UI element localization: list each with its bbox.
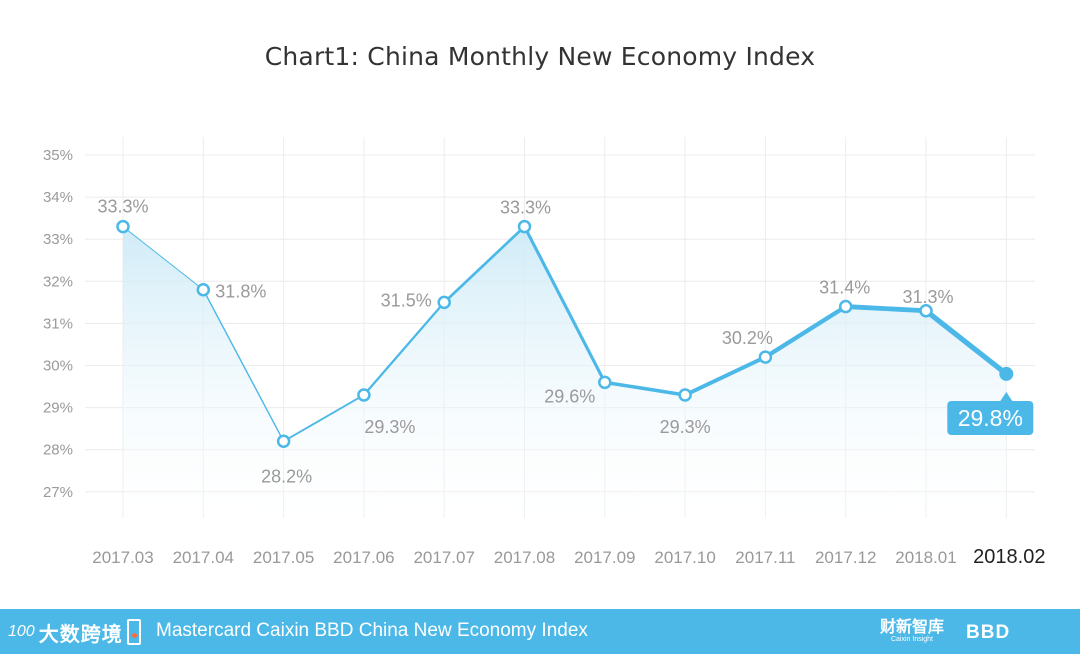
x-tick-label: 2017.08 [494,548,555,567]
logo-caixin-text: 财新智库 [880,619,945,636]
line-chart: 27%28%29%30%31%32%33%34%35% 2017.03 2017.… [43,137,1045,568]
series-line [122,225,1009,443]
data-point [196,282,211,297]
data-label: 29.6% [544,386,595,406]
y-tick-label: 33% [43,231,73,248]
x-tick-label: 2017.07 [413,548,474,567]
y-tick-label: 34% [43,189,73,206]
y-tick-label: 35% [43,147,73,164]
data-label: 29.3% [364,417,415,437]
line-segment [603,380,687,397]
y-tick-label: 27% [43,484,73,501]
logo-mark: 100 [8,623,35,640]
line-segment [923,308,1009,377]
data-label: 33.3% [97,197,148,217]
data-point [357,388,371,402]
logo-caixin-insight: 财新智库 Caixin Insight [880,619,945,644]
x-tick-label: 2017.03 [92,548,153,567]
line-segment [122,226,204,291]
data-point [437,295,451,310]
data-point [678,388,692,402]
y-tick-label: 31% [43,315,73,332]
data-label: 33.3% [500,198,551,218]
data-point [758,350,773,364]
data-point [598,375,612,390]
footer-bar: 100 大数跨境 Mastercard Caixin BBD China New… [0,609,1080,654]
area-fill-path [123,226,1007,518]
data-label-highlight: 29.8% [958,405,1023,431]
y-axis-ticks: 27% 28% 29% 30% 31% 32% 33% 34% 35% [43,147,73,501]
y-tick-label: 30% [43,358,73,375]
line-segment [202,289,285,442]
logo-text: 大数跨境 [38,623,123,646]
phone-icon [126,619,141,645]
y-tick-label: 28% [43,442,73,459]
data-point [116,219,130,234]
data-point [276,434,291,449]
data-label: 31.4% [819,278,870,298]
logo-bbd: BBD [966,622,1011,643]
x-tick-label: 2017.09 [574,548,635,567]
x-tick-label: 2017.05 [253,548,314,567]
data-point [838,299,853,314]
area-fill [123,226,1007,518]
data-point [999,366,1014,381]
x-tick-label: 2018.01 [895,548,956,567]
x-tick-label: 2017.11 [735,548,795,567]
y-tick-label: 32% [43,273,73,290]
data-labels: 33.3% 31.8% 28.2% 29.3% 31.5% 33.3% 29.6% 29.3%… [97,197,1034,486]
data-label: 28.2% [261,466,312,486]
data-point [919,304,933,318]
line-segment [843,304,929,314]
line-segment [362,301,446,397]
x-axis-ticks: 2017.03 2017.04 2017.05 2017.06 2017.07 2017.… [92,546,1045,568]
line-segment [522,225,607,384]
data-point [517,219,532,234]
callout-pointer [1000,392,1013,401]
y-tick-label: 29% [43,400,73,417]
line-segment [442,225,526,304]
data-label: 31.3% [902,287,953,307]
data-label: 29.3% [660,417,711,437]
data-label: 31.8% [215,282,266,302]
callout-box [947,401,1034,435]
line-segment [683,355,768,397]
data-points [116,219,1014,449]
footer-caption: Mastercard Caixin BBD China New Economy … [156,620,588,641]
x-tick-label: 2017.12 [815,548,876,567]
data-label: 30.2% [722,328,773,348]
x-tick-label: 2018.02 [973,546,1045,568]
logo-caixin-sub: Caixin Insight [890,636,934,643]
line-segment [763,304,848,360]
chart-title: Chart1: China Monthly New Economy Index [264,42,816,71]
x-tick-label: 2017.06 [333,548,394,567]
logo-dashuju: 100 大数跨境 [8,617,141,647]
x-tick-label: 2017.04 [173,548,234,567]
x-tick-label: 2017.10 [654,548,715,567]
data-label: 31.5% [381,290,432,310]
line-segment [282,394,365,443]
